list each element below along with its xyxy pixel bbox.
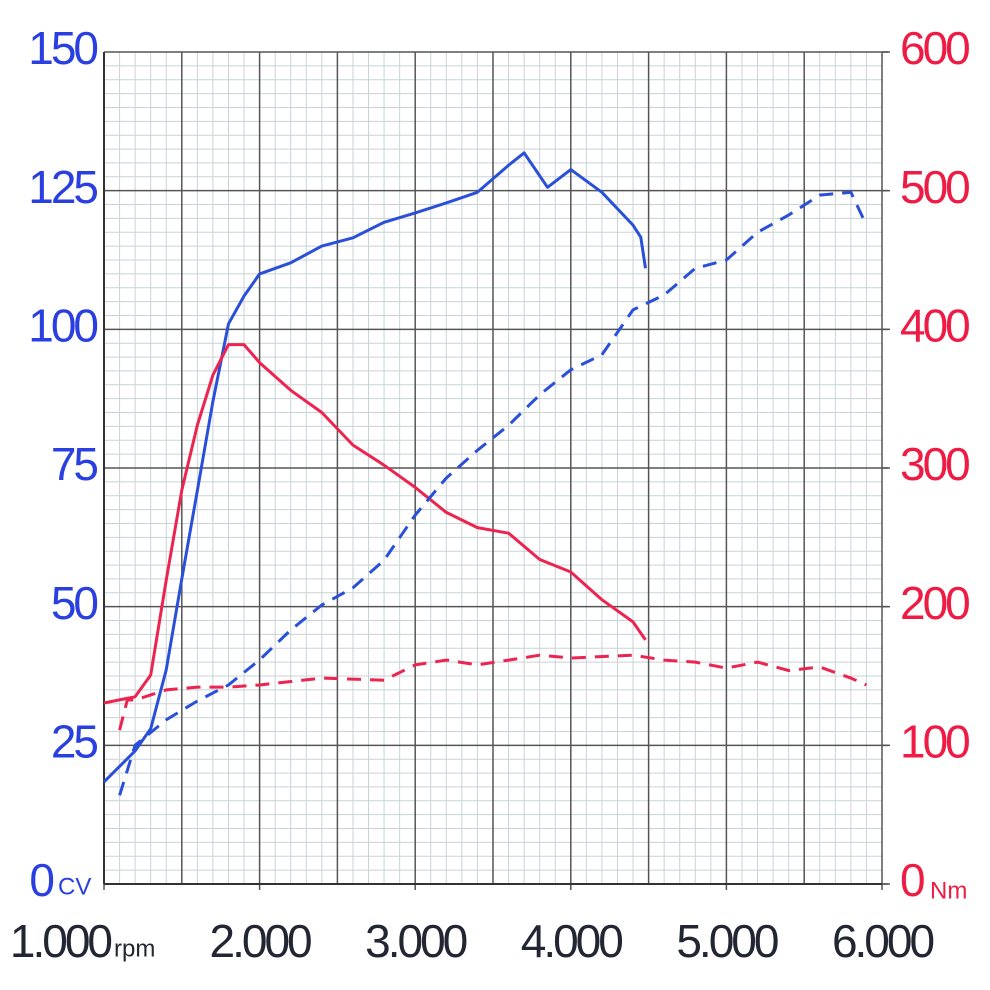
y2-tick-label: 100 (900, 715, 969, 767)
x-tick-label: 6.000 (832, 915, 934, 967)
dashed-line (118, 653, 868, 731)
x-unit: rpm (114, 935, 155, 962)
y2-tick-label: 300 (900, 438, 969, 490)
y-tick-label: 125 (28, 161, 97, 213)
y2-tick-label: 500 (900, 161, 969, 213)
y2-tick-label: 400 (900, 299, 969, 351)
y2-tick-label: 0 (900, 854, 924, 906)
y2-unit: Nm (930, 877, 967, 904)
y-tick-label: 25 (51, 715, 98, 767)
y-tick-label: 0 (29, 854, 53, 906)
y-tick-label: 50 (51, 577, 98, 629)
dashed-line (118, 190, 868, 796)
x-tick-label: 3.000 (365, 915, 467, 967)
y2-tick-label: 200 (900, 577, 969, 629)
y-unit: CV (58, 873, 91, 900)
x-tick-label: 2.000 (210, 915, 312, 967)
y-tick-label: 100 (28, 299, 97, 351)
y2-tick-label: 600 (900, 22, 969, 74)
x-tick-label: 1.000 (10, 915, 112, 967)
y-tick-label: 75 (51, 438, 98, 490)
y-tick-label: 150 (28, 22, 97, 74)
x-tick-label: 4.000 (521, 915, 623, 967)
x-tick-label: 5.000 (676, 915, 778, 967)
line (103, 343, 647, 705)
line (102, 151, 647, 783)
